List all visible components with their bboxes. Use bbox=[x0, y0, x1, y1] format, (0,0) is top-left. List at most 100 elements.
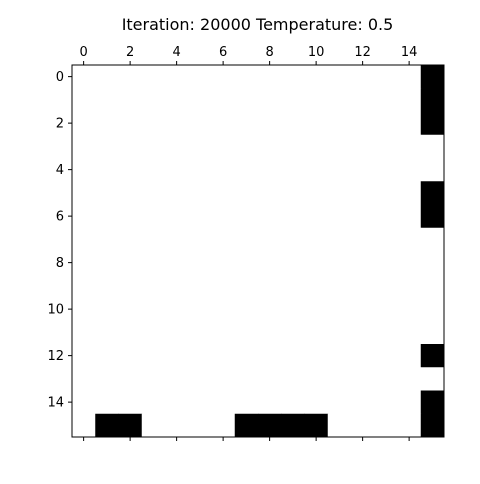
cell-r14-c12 bbox=[351, 390, 375, 415]
cell-r0-c13 bbox=[374, 65, 398, 89]
cell-r10-c8 bbox=[258, 297, 282, 322]
cell-r15-c10 bbox=[304, 413, 329, 438]
cell-r1-c13 bbox=[374, 88, 398, 112]
cell-r12-c6 bbox=[211, 344, 236, 368]
x-tick-label-8: 8 bbox=[265, 45, 273, 60]
cell-r8-c10 bbox=[304, 251, 329, 275]
cell-r9-c14 bbox=[397, 274, 422, 298]
cell-r6-c10 bbox=[304, 204, 329, 229]
y-tick-label-2: 2 bbox=[56, 117, 64, 132]
cell-r13-c14 bbox=[397, 367, 422, 391]
cell-r15-c12 bbox=[351, 413, 375, 438]
cell-r8-c1 bbox=[95, 251, 119, 275]
cell-r7-c14 bbox=[397, 227, 422, 252]
cell-r8-c3 bbox=[141, 251, 166, 275]
cell-r15-c9 bbox=[281, 413, 305, 438]
cell-r11-c0 bbox=[72, 320, 96, 345]
cell-r1-c9 bbox=[281, 88, 305, 112]
cell-r3-c11 bbox=[327, 134, 352, 159]
cell-r4-c1 bbox=[95, 158, 119, 182]
y-ticks: 0 2 4 6 8 10 12 14 bbox=[47, 70, 72, 411]
cell-r0-c5 bbox=[188, 65, 212, 89]
cell-r12-c0 bbox=[72, 344, 96, 368]
cell-r9-c13 bbox=[374, 274, 398, 298]
cell-r6-c14 bbox=[397, 204, 422, 229]
cell-r15-c3 bbox=[141, 413, 166, 438]
cell-r12-c2 bbox=[118, 344, 143, 368]
cell-r13-c5 bbox=[188, 367, 212, 391]
cell-r11-c6 bbox=[211, 320, 236, 345]
cell-r13-c12 bbox=[351, 367, 375, 391]
cell-r10-c2 bbox=[118, 297, 143, 322]
cell-r5-c8 bbox=[258, 181, 282, 205]
cell-r6-c7 bbox=[234, 204, 259, 229]
cell-r2-c9 bbox=[281, 111, 305, 136]
cell-r0-c11 bbox=[327, 65, 352, 89]
cell-r2-c7 bbox=[234, 111, 259, 136]
y-tick-label-8: 8 bbox=[56, 256, 64, 271]
cell-r8-c6 bbox=[211, 251, 236, 275]
x-ticks-top: 0 2 4 6 8 10 12 14 bbox=[79, 45, 417, 65]
cell-r2-c2 bbox=[118, 111, 143, 136]
cell-r10-c4 bbox=[165, 297, 189, 322]
cell-r1-c7 bbox=[234, 88, 259, 112]
y-tick-label-10: 10 bbox=[47, 303, 64, 318]
cell-r7-c10 bbox=[304, 227, 329, 252]
cell-r6-c6 bbox=[211, 204, 236, 229]
cell-r10-c10 bbox=[304, 297, 329, 322]
cell-r1-c8 bbox=[258, 88, 282, 112]
cell-r1-c4 bbox=[165, 88, 189, 112]
cell-r5-c12 bbox=[351, 181, 375, 205]
cell-r3-c9 bbox=[281, 134, 305, 159]
cell-r15-c13 bbox=[374, 413, 398, 438]
cell-r0-c8 bbox=[258, 65, 282, 89]
cell-r2-c5 bbox=[188, 111, 212, 136]
cell-r3-c10 bbox=[304, 134, 329, 159]
cell-r13-c13 bbox=[374, 367, 398, 391]
y-tick-label-12: 12 bbox=[47, 349, 64, 364]
cell-r0-c10 bbox=[304, 65, 329, 89]
cell-r9-c8 bbox=[258, 274, 282, 298]
y-tick-label-0: 0 bbox=[56, 70, 64, 85]
cell-r13-c0 bbox=[72, 367, 96, 391]
cell-r11-c9 bbox=[281, 320, 305, 345]
cell-r5-c5 bbox=[188, 181, 212, 205]
cell-r7-c0 bbox=[72, 227, 96, 252]
cell-r0-c12 bbox=[351, 65, 375, 89]
cell-r8-c14 bbox=[397, 251, 422, 275]
cell-r11-c12 bbox=[351, 320, 375, 345]
cell-r14-c9 bbox=[281, 390, 305, 415]
cell-r9-c11 bbox=[327, 274, 352, 298]
cell-r3-c4 bbox=[165, 134, 189, 159]
cell-r6-c12 bbox=[351, 204, 375, 229]
cell-r2-c12 bbox=[351, 111, 375, 136]
cell-r4-c10 bbox=[304, 158, 329, 182]
cell-r10-c6 bbox=[211, 297, 236, 322]
cell-r0-c0 bbox=[72, 65, 96, 89]
cell-r2-c6 bbox=[211, 111, 236, 136]
cell-r10-c13 bbox=[374, 297, 398, 322]
cell-r5-c9 bbox=[281, 181, 305, 205]
cell-r2-c3 bbox=[141, 111, 166, 136]
cell-r2-c8 bbox=[258, 111, 282, 136]
cell-r6-c8 bbox=[258, 204, 282, 229]
cell-r14-c13 bbox=[374, 390, 398, 415]
cell-r4-c14 bbox=[397, 158, 422, 182]
cell-r8-c8 bbox=[258, 251, 282, 275]
cell-r15-c15 bbox=[420, 413, 445, 438]
cell-r7-c6 bbox=[211, 227, 236, 252]
cell-r2-c13 bbox=[374, 111, 398, 136]
cell-r14-c6 bbox=[211, 390, 236, 415]
cell-r6-c1 bbox=[95, 204, 119, 229]
cell-r7-c15 bbox=[420, 227, 445, 252]
cell-r8-c5 bbox=[188, 251, 212, 275]
cell-r14-c15 bbox=[420, 390, 445, 415]
cell-r1-c5 bbox=[188, 88, 212, 112]
cell-r15-c2 bbox=[118, 413, 143, 438]
cell-r5-c3 bbox=[141, 181, 166, 205]
cell-r12-c3 bbox=[141, 344, 166, 368]
cell-r3-c2 bbox=[118, 134, 143, 159]
cell-r6-c0 bbox=[72, 204, 96, 229]
cell-r5-c4 bbox=[165, 181, 189, 205]
cell-r6-c13 bbox=[374, 204, 398, 229]
